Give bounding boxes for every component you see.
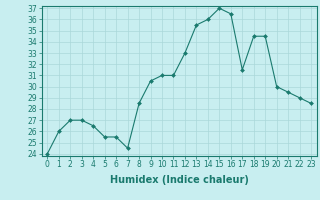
- X-axis label: Humidex (Indice chaleur): Humidex (Indice chaleur): [110, 175, 249, 185]
